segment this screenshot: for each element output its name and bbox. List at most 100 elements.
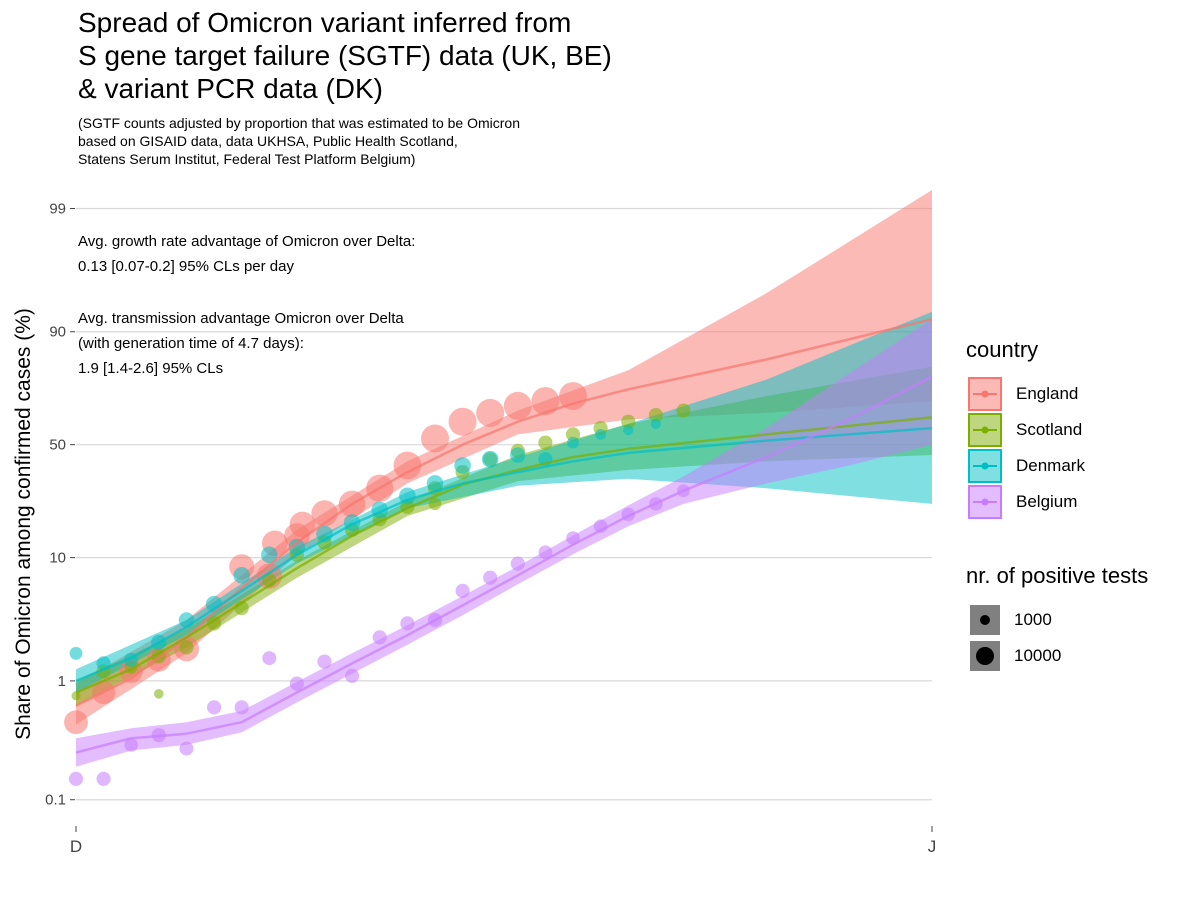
- data-point-belgium: [538, 545, 553, 559]
- chart-subtitle-line-3: Statens Serum Institut, Federal Test Pla…: [78, 151, 416, 167]
- legend-item-belgium: Belgium: [966, 484, 1196, 520]
- data-point-scotland: [621, 414, 636, 429]
- data-point-denmark: [510, 447, 526, 463]
- y-tick-label: 99: [49, 200, 66, 217]
- y-tick-label: 1: [58, 673, 66, 690]
- country-legend-title: country: [966, 337, 1039, 362]
- size-legend-title: nr. of positive tests: [966, 563, 1149, 588]
- data-point-belgium: [566, 531, 580, 545]
- data-point-belgium: [96, 771, 111, 787]
- size-legend-label: 1000: [1014, 610, 1052, 629]
- fit-line-denmark: [75, 426, 933, 683]
- data-point-england: [503, 391, 532, 420]
- growth-rate-annotation: Avg. growth rate advantage of Omicron ov…: [78, 229, 415, 279]
- chart-title-line-1: Spread of Omicron variant inferred from: [78, 7, 572, 38]
- chart-title-line-3: & variant PCR data (DK): [78, 73, 383, 104]
- legend-key-icon: [968, 449, 1002, 483]
- transmission-line-1: Avg. transmission advantage Omicron over…: [78, 310, 404, 327]
- data-point-belgium: [262, 651, 277, 666]
- data-point-belgium: [400, 616, 415, 631]
- size-legend-label: 10000: [1014, 646, 1062, 665]
- data-point-england: [448, 407, 477, 436]
- data-point-denmark: [567, 436, 579, 449]
- y-tick-label: 0.1: [45, 792, 66, 809]
- data-point-scotland: [428, 497, 442, 511]
- data-point-denmark: [178, 612, 195, 628]
- data-point-denmark: [623, 425, 634, 436]
- size-key-small-icon: [970, 605, 1000, 635]
- y-tick-label: 50: [49, 437, 66, 454]
- data-point-belgium: [483, 570, 498, 585]
- legend-key-icon: [968, 377, 1002, 411]
- size-key-large-icon: [970, 641, 1000, 671]
- data-point-scotland: [71, 691, 81, 701]
- data-point-england: [421, 424, 449, 453]
- data-point-denmark: [481, 450, 499, 468]
- data-point-belgium: [234, 700, 249, 715]
- legend-key-icon: [968, 485, 1002, 519]
- y-tick-label: 10: [49, 550, 66, 567]
- data-point-england: [476, 398, 505, 427]
- data-point-belgium: [372, 630, 387, 645]
- legend-item-england: England: [966, 376, 1196, 412]
- data-point-belgium: [455, 583, 470, 599]
- data-point-denmark: [454, 457, 471, 474]
- transmission-line-2: (with generation time of 4.7 days):: [78, 335, 304, 352]
- data-point-scotland: [676, 403, 691, 418]
- legend-item-scotland: Scotland: [966, 412, 1196, 448]
- legend-key-icon: [968, 413, 1002, 447]
- data-point-england: [531, 387, 560, 416]
- x-tick-label: J: [928, 837, 937, 856]
- data-point-denmark: [261, 546, 278, 564]
- fit-line-belgium: [75, 375, 933, 754]
- data-point-denmark: [69, 646, 83, 660]
- growth-rate-line-1: Avg. growth rate advantage of Omicron ov…: [78, 233, 416, 250]
- data-point-england: [393, 451, 422, 480]
- data-point-denmark: [595, 429, 606, 440]
- legend-label: Belgium: [1016, 492, 1078, 511]
- data-point-england: [559, 382, 587, 411]
- data-point-england: [64, 710, 88, 735]
- chart-title: Spread of Omicron variant inferred from …: [78, 6, 778, 105]
- data-point-denmark: [233, 567, 250, 584]
- data-point-scotland: [207, 616, 222, 631]
- country-legend: country England Scotland Denmark Belgium: [966, 336, 1196, 520]
- transmission-line-3: 1.9 [1.4-2.6] 95% CLs: [78, 360, 224, 377]
- legend-label: Scotland: [1016, 420, 1083, 439]
- size-legend-item-10000: 10000: [966, 638, 1148, 674]
- data-point-scotland: [538, 435, 553, 450]
- data-point-belgium: [179, 741, 194, 756]
- data-point-scotland: [648, 408, 664, 423]
- chart-title-line-2: S gene target failure (SGTF) data (UK, B…: [78, 40, 612, 71]
- y-tick-label: 90: [49, 324, 66, 341]
- data-point-scotland: [154, 689, 164, 699]
- size-legend: nr. of positive tests 1000 10000: [966, 562, 1148, 674]
- data-point-belgium: [68, 771, 84, 787]
- data-point-belgium: [345, 668, 360, 684]
- ci-band-denmark: [76, 311, 932, 693]
- legend-item-denmark: Denmark: [966, 448, 1196, 484]
- legend-label: England: [1016, 384, 1079, 403]
- y-axis-label: Share of Omicron among confirmed cases (…: [12, 308, 35, 740]
- chart-subtitle: (SGTF counts adjusted by proportion that…: [78, 114, 520, 168]
- fit-line-scotland: [75, 416, 933, 694]
- x-tick-label: D: [70, 837, 82, 856]
- data-point-denmark: [399, 487, 416, 505]
- ci-band-england: [76, 190, 932, 725]
- growth-rate-line-2: 0.13 [0.07-0.2] 95% CLs per day: [78, 258, 294, 275]
- data-point-belgium: [124, 738, 138, 752]
- data-point-belgium: [289, 676, 304, 691]
- data-point-belgium: [207, 700, 222, 715]
- chart-subtitle-line-2: based on GISAID data, data UKHSA, Public…: [78, 133, 458, 149]
- data-point-england: [289, 511, 316, 538]
- data-point-belgium: [317, 654, 332, 669]
- size-legend-item-1000: 1000: [966, 602, 1148, 638]
- data-point-scotland: [179, 640, 194, 655]
- data-point-denmark: [426, 475, 444, 492]
- legend-label: Denmark: [1016, 456, 1085, 475]
- data-point-belgium: [510, 556, 525, 571]
- chart-subtitle-line-1: (SGTF counts adjusted by proportion that…: [78, 115, 520, 131]
- data-point-denmark: [650, 418, 662, 429]
- transmission-annotation: Avg. transmission advantage Omicron over…: [78, 306, 404, 381]
